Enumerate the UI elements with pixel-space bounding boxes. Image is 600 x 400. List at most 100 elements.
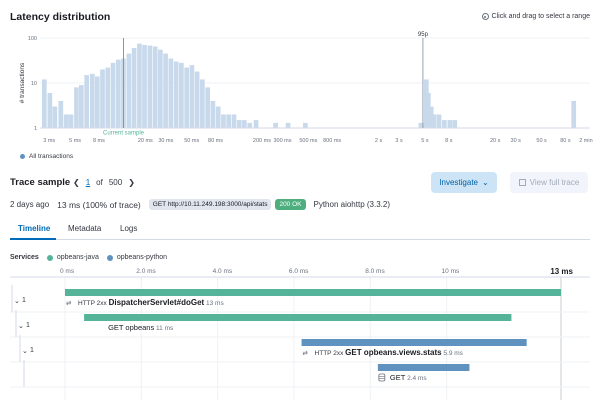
request-badge: GET http://10.11.249.198:3000/api/stats	[148, 199, 272, 210]
histogram-bar	[94, 76, 100, 128]
select-range-hint: Click and drag to select a range	[481, 13, 590, 20]
chart-legend: All transactions	[20, 153, 73, 160]
x-tick-label: 30 s	[511, 138, 522, 144]
x-tick-label: 3 ms	[43, 138, 55, 144]
histogram-bar	[68, 114, 74, 128]
legend-all-transactions: All transactions	[29, 153, 74, 160]
tab-logs[interactable]: Logs	[120, 224, 138, 233]
histogram-bar	[74, 87, 79, 128]
histogram-bar	[163, 53, 168, 128]
collapse-chevron-icon[interactable]: ⌄	[14, 298, 20, 305]
collapse-chevron-icon[interactable]: ⌄	[22, 348, 28, 355]
histogram-bar	[452, 120, 458, 128]
chevron-left-icon[interactable]: ❮	[73, 178, 80, 187]
histogram-bar	[205, 87, 211, 128]
histogram-bar	[431, 114, 437, 128]
trace-sample-title: Trace sample	[10, 177, 71, 188]
histogram-bar	[110, 62, 116, 129]
histogram-bar	[442, 120, 447, 128]
x-tick-label: 5 ms	[69, 138, 81, 144]
legend-dot	[20, 154, 25, 159]
select-range-hint-text: Click and drag to select a range	[491, 13, 590, 20]
x-tick-label: 20 ms	[138, 138, 153, 144]
histogram-bar	[303, 122, 308, 128]
x-tick-label: 8 ms	[93, 138, 105, 144]
span-label[interactable]: HTTP 2xx DispatcherServlet#doGet 13 ms	[78, 298, 224, 307]
histogram-bar	[253, 120, 259, 128]
histogram-bar	[242, 120, 247, 128]
histogram-bar	[158, 49, 163, 128]
trace-meta: 2 days ago 13 ms (100% of trace) GET htt…	[10, 199, 390, 210]
x-tick-label: 2 min	[579, 138, 592, 144]
trace-age: 2 days ago	[10, 200, 50, 209]
histogram-bar	[52, 106, 58, 128]
span-label[interactable]: HTTP 2xx GET opbeans.views.stats 5.9 ms	[315, 348, 464, 357]
page-current[interactable]: 1	[85, 178, 91, 187]
x-tick-label: 2 s	[375, 138, 383, 144]
histogram-bar	[215, 106, 221, 128]
histogram-bar	[115, 59, 121, 128]
histogram-bar	[137, 43, 142, 129]
trace-tabs: Timeline Metadata Logs	[10, 218, 590, 240]
waterfall-tick-label: 10 ms	[442, 268, 460, 275]
arrows-icon: ⇄	[303, 350, 309, 357]
histogram-bar	[89, 73, 95, 128]
histogram-bar	[273, 122, 278, 128]
histogram-bar	[105, 67, 111, 128]
waterfall-tick-label: 8.0 ms	[365, 268, 385, 275]
y-axis-label: # transactions	[19, 62, 26, 103]
histogram-bar	[428, 106, 434, 128]
view-full-trace-label: View full trace	[529, 178, 580, 187]
collapse-count: 1	[30, 347, 34, 354]
service-java: opbeans-java	[56, 254, 99, 261]
x-tick-label: 50 s	[536, 138, 547, 144]
view-full-trace-button[interactable]: View full trace	[510, 172, 588, 193]
span-label[interactable]: GET 2.4 ms	[390, 373, 427, 382]
histogram-bar	[210, 100, 216, 128]
span-label[interactable]: GET opbeans 11 ms	[108, 323, 174, 332]
histogram-bar	[285, 122, 291, 128]
span-bar[interactable]	[65, 289, 561, 296]
trace-duration: 13 ms (100% of trace)	[57, 199, 141, 210]
services-label: Services	[10, 254, 39, 261]
waterfall-tick-label: 2.0 ms	[136, 268, 156, 275]
chevron-down-icon: ⌄	[482, 178, 489, 187]
span-bar[interactable]	[84, 314, 512, 321]
x-tick-label: 300 ms	[273, 138, 291, 144]
agent-name: Python aiohttp (3.3.2)	[313, 200, 391, 209]
investigate-label: Investigate	[439, 178, 478, 187]
histogram-bar	[571, 100, 577, 128]
histogram-bar	[189, 65, 195, 128]
services-legend: Services opbeans-java opbeans-python	[10, 254, 167, 261]
x-tick-label: 200 ms	[253, 138, 271, 144]
histogram-bar	[84, 75, 90, 128]
x-tick-label: 800 ms	[323, 138, 341, 144]
span-bar[interactable]	[377, 364, 470, 371]
waterfall-tick-label: 6.0 ms	[289, 268, 309, 275]
histogram-bar	[184, 67, 190, 128]
histogram-bar	[147, 45, 153, 128]
x-tick-label: 80 s	[560, 138, 571, 144]
histogram-bar	[142, 44, 147, 128]
page-of: of	[96, 178, 103, 187]
histogram-bar	[41, 79, 47, 128]
tab-metadata[interactable]: Metadata	[68, 224, 102, 233]
histogram-bar	[236, 120, 242, 128]
waterfall-total-label: 13 ms	[550, 267, 573, 276]
chevron-right-icon[interactable]: ❯	[128, 178, 135, 187]
waterfall-tick-label: 0 ms	[60, 268, 75, 275]
collapse-chevron-icon[interactable]: ⌄	[18, 323, 24, 330]
waterfall-tick-label: 4.0 ms	[213, 268, 233, 275]
info-icon	[481, 13, 489, 20]
latency-histogram[interactable]: 100 10 1 # transactions 3 ms 5 ms 8 ms 20 ms 30 …	[0, 28, 600, 168]
investigate-button[interactable]: Investigate ⌄	[431, 172, 497, 193]
span-bar[interactable]	[301, 339, 527, 346]
apm-trace-icon	[518, 179, 526, 186]
arrows-icon: ⇄	[66, 300, 72, 307]
y-tick-label: 100	[28, 36, 37, 42]
histogram-bar	[231, 114, 237, 128]
x-tick-label: 5 s	[421, 138, 429, 144]
active-tab-indicator	[10, 238, 56, 240]
histogram-bar	[79, 85, 84, 128]
tab-timeline[interactable]: Timeline	[18, 224, 51, 233]
